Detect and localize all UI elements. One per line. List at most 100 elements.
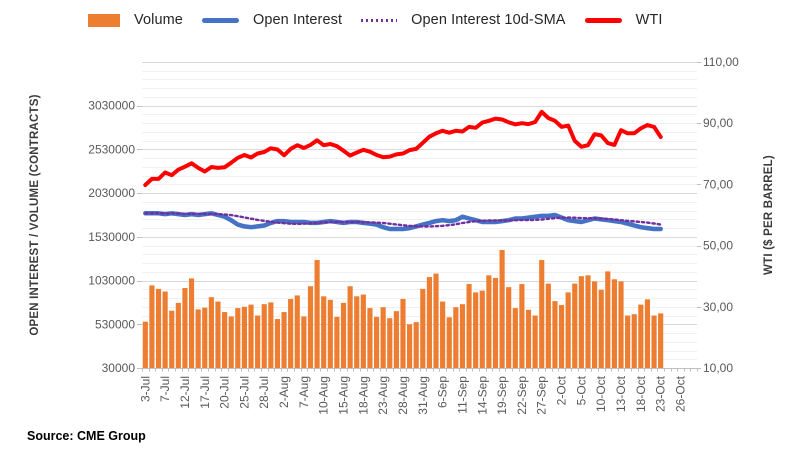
legend-label-sma: Open Interest 10d-SMA <box>411 12 566 28</box>
x-tick-label: 23-Oct <box>654 375 668 412</box>
x-tick-label: 10-Aug <box>317 376 331 415</box>
x-tick-label: 26-Oct <box>673 375 687 412</box>
x-tick-label: 23-Aug <box>376 376 390 415</box>
y-left-tick-label: 1530000 <box>88 230 135 244</box>
volume-bar <box>459 304 466 368</box>
volume-bar <box>202 307 208 368</box>
x-tick-label: 28-Jul <box>257 376 271 409</box>
x-tick-label: 27-Sep <box>535 376 549 415</box>
volume-bar <box>519 284 525 368</box>
volume-bar <box>162 291 168 368</box>
y-left-tick-label: 2030000 <box>88 186 135 200</box>
volume-bar <box>222 312 228 368</box>
open-interest-sma-line <box>144 212 662 228</box>
volume-bar <box>281 312 287 368</box>
x-tick-label: 22-Sep <box>515 376 529 415</box>
legend-label-open-interest: Open Interest <box>252 12 343 28</box>
x-tick-label: 5-Oct <box>574 375 588 405</box>
volume-bar <box>261 304 267 368</box>
y-right-tick-label: 10,00 <box>703 361 733 375</box>
x-axis <box>142 368 698 372</box>
volume-bar <box>301 316 307 368</box>
volume-bar <box>479 290 485 368</box>
volume-bar <box>525 309 532 368</box>
volume-bar <box>327 299 333 368</box>
volume-bar <box>149 285 155 368</box>
volume-bar <box>347 286 353 368</box>
volume-bar <box>499 249 505 368</box>
x-tick-label: 25-Jul <box>237 376 251 409</box>
volume-bar <box>155 288 162 368</box>
volume-bar <box>440 301 446 368</box>
volume-bar <box>142 321 148 368</box>
x-tick-label: 18-Aug <box>356 376 370 415</box>
x-tick-label: 6-Sep <box>436 376 450 408</box>
volume-bar <box>532 315 538 368</box>
volume-bar <box>400 298 406 368</box>
legend-item-wti: WTI <box>584 12 663 28</box>
volume-bar <box>268 302 274 368</box>
volume-swatch-icon <box>88 13 120 27</box>
x-tick-label: 7-Jul <box>158 376 172 402</box>
volume-bar <box>215 301 221 368</box>
volume-bar <box>486 275 492 368</box>
volume-bars <box>142 249 664 368</box>
volume-bar <box>188 278 195 368</box>
x-tick-label: 3-Jul <box>138 376 152 402</box>
legend-item-sma: Open Interest 10d-SMA <box>361 12 565 28</box>
volume-bar <box>473 292 479 368</box>
open-interest-line <box>143 211 663 232</box>
volume-bar <box>598 289 604 368</box>
volume-bar <box>288 298 294 368</box>
y-right-tick-label: 90,00 <box>703 116 733 130</box>
chart-legend: Volume Open Interest Open Interest 10d-S… <box>88 6 681 34</box>
volume-bar <box>565 292 571 368</box>
volume-bar <box>182 288 188 368</box>
y-left-tick-label: 2530000 <box>88 142 135 156</box>
x-tick-label: 28-Aug <box>396 376 410 415</box>
x-tick-label: 2-Aug <box>277 376 291 408</box>
y-right-tick-label: 30,00 <box>703 300 733 314</box>
volume-bar <box>618 281 624 368</box>
volume-bar <box>413 322 419 368</box>
volume-bar <box>466 284 472 368</box>
volume-bar <box>367 308 373 368</box>
x-tick-label: 19-Sep <box>495 376 509 415</box>
x-tick-label: 13-Oct <box>614 375 628 412</box>
tick-labels: 30000 530000 1030000 1530000 2030000 2530000 3… <box>88 55 739 415</box>
volume-bar <box>453 307 459 368</box>
wti-line <box>143 109 663 187</box>
legend-label-wti: WTI <box>635 12 663 28</box>
volume-bar <box>512 308 518 368</box>
volume-bar <box>340 302 347 368</box>
x-tick-label: 12-Jul <box>178 376 192 409</box>
volume-bar <box>651 315 657 368</box>
volume-bar <box>420 288 426 368</box>
x-tick-label: 14-Sep <box>475 376 489 415</box>
volume-bar <box>241 306 247 368</box>
x-tick-label: 7-Aug <box>297 376 311 408</box>
volume-bar <box>235 308 241 368</box>
x-tick-label: 20-Jul <box>218 376 232 409</box>
volume-bar <box>592 281 598 368</box>
volume-bar <box>321 296 327 368</box>
right-axis-title: WTI ($ PER BARREL) <box>763 155 775 275</box>
volume-bar <box>625 315 631 368</box>
volume-bar <box>393 311 399 368</box>
volume-bar <box>539 260 545 368</box>
volume-bar <box>605 271 611 368</box>
y-right-tick-label: 70,00 <box>703 177 733 191</box>
volume-bar <box>255 315 261 368</box>
volume-bar <box>169 310 175 368</box>
volume-bar <box>294 295 300 368</box>
x-tick-label: 15-Aug <box>337 376 351 415</box>
open-interest-swatch-icon <box>201 17 239 23</box>
y-axis-right <box>697 62 701 369</box>
y-left-tick-label: 30000 <box>102 361 136 375</box>
volume-bar <box>446 317 452 368</box>
volume-bar <box>175 302 181 368</box>
y-axis-left <box>137 106 142 369</box>
source-note: Source: CME Group <box>27 429 146 443</box>
volume-bar <box>585 275 591 368</box>
